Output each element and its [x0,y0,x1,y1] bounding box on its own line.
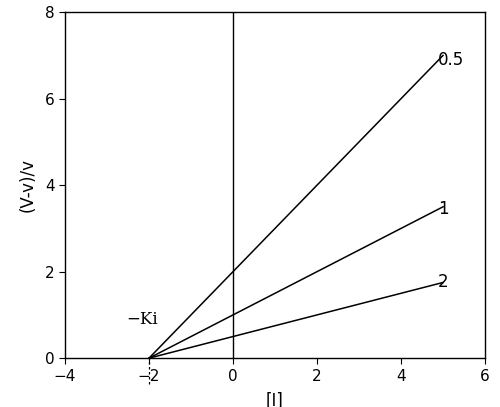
X-axis label: [I]: [I] [266,392,284,407]
Y-axis label: (V-v)/v: (V-v)/v [18,158,36,212]
Text: −Ki: −Ki [126,311,158,328]
Text: 2: 2 [438,274,448,291]
Text: 1: 1 [438,200,448,218]
Text: 0.5: 0.5 [438,51,464,69]
